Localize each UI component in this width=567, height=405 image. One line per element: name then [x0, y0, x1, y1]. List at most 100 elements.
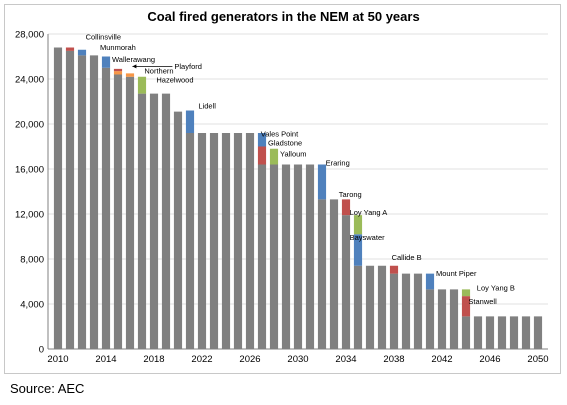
x-tick-label: 2042: [431, 354, 452, 365]
bar-2011: [65, 50, 75, 349]
bar-segment-2028: [269, 148, 279, 165]
bar-segment-2035: [353, 234, 363, 266]
bar-2018: [149, 93, 159, 349]
annotation-label: Gladstone: [268, 138, 302, 147]
x-tick-label: 2010: [47, 354, 68, 365]
annotation-label: Playford: [174, 62, 202, 71]
bar-2029: [281, 164, 291, 349]
bar-2033: [329, 199, 339, 349]
bar-segment-2015: [113, 68, 123, 72]
bar-2022: [197, 133, 207, 349]
annotation-label: Lidell: [198, 101, 216, 110]
annotation-label: Eraring: [326, 159, 350, 168]
bar-2021: [185, 133, 195, 349]
bar-2046: [485, 316, 495, 349]
annotation-label: Mount Piper: [436, 269, 477, 278]
bar-2025: [233, 133, 243, 349]
y-tick-label: 12,000: [15, 210, 44, 221]
annotation-label: Munmorah: [100, 43, 136, 52]
bar-2041: [425, 289, 435, 349]
x-tick-label: 2050: [527, 354, 548, 365]
bar-segment-2017: [137, 76, 147, 94]
y-tick-label: 24,000: [15, 75, 44, 86]
bar-segment-2014: [101, 56, 111, 68]
bar-2036: [365, 265, 375, 349]
bar-2026: [245, 133, 255, 349]
annotation-label: Vales Point: [261, 129, 299, 138]
y-tick-label: 20,000: [15, 120, 44, 131]
bar-segment-2035: [353, 215, 363, 235]
x-tick-label: 2018: [143, 354, 164, 365]
annotation-label: Loy Yang B: [477, 284, 515, 293]
y-tick-label: 16,000: [15, 165, 44, 176]
annotation-label: Bayswater: [350, 233, 386, 242]
annotation-label: Tarong: [339, 190, 362, 199]
x-tick-label: 2026: [239, 354, 260, 365]
bar-2044: [461, 316, 471, 349]
y-tick-label: 4,000: [20, 300, 44, 311]
bar-2020: [173, 111, 183, 349]
source-note: Source: AEC: [10, 381, 85, 396]
bar-2031: [305, 164, 315, 349]
annotation-label: Wallerawang: [112, 55, 155, 64]
bar-segment-2027: [257, 133, 267, 147]
annotation-label: Collinsville: [86, 33, 121, 42]
bar-2047: [497, 316, 507, 349]
bar-2013: [89, 55, 99, 349]
bar-2024: [221, 133, 231, 349]
bar-2015: [113, 74, 123, 349]
bar-segment-2016: [125, 73, 135, 77]
y-tick-label: 0: [39, 345, 44, 356]
bar-2037: [377, 265, 387, 349]
bar-2027: [257, 164, 267, 349]
y-tick-label: 28,000: [15, 30, 44, 41]
bar-2032: [317, 199, 327, 349]
x-tick-label: 2034: [335, 354, 356, 365]
bar-2043: [449, 289, 459, 349]
bar-2035: [353, 265, 363, 349]
bar-2012: [77, 55, 87, 349]
bar-2030: [293, 164, 303, 349]
bar-segment-2015: [113, 71, 123, 75]
bar-segment-2044: [461, 296, 471, 317]
bar-segment-2044: [461, 289, 471, 297]
bar-2039: [401, 273, 411, 349]
x-tick-label: 2014: [95, 354, 116, 365]
annotation-label: Loy Yang A: [350, 208, 388, 217]
bar-segment-2027: [257, 146, 267, 165]
x-tick-label: 2030: [287, 354, 308, 365]
bar-2023: [209, 133, 219, 349]
y-tick-label: 8,000: [20, 255, 44, 266]
chart-title: Coal fired generators in the NEM at 50 y…: [147, 9, 420, 24]
x-tick-label: 2022: [191, 354, 212, 365]
x-tick-label: 2046: [479, 354, 500, 365]
bar-2019: [161, 93, 171, 349]
bar-segment-2041: [425, 273, 435, 290]
bar-2040: [413, 273, 423, 349]
bar-2050: [533, 316, 543, 349]
bar-2010: [53, 47, 63, 349]
bar-2042: [437, 289, 447, 349]
bar-2014: [101, 67, 111, 349]
bar-segment-2038: [389, 265, 399, 274]
bar-2028: [269, 164, 279, 349]
annotation-arrowhead: [132, 64, 137, 69]
bar-2048: [509, 316, 519, 349]
bar-segment-2012: [77, 49, 87, 56]
annotation-label: Stanwell: [468, 297, 497, 306]
bar-2016: [125, 76, 135, 349]
bar-2049: [521, 316, 531, 349]
bar-2045: [473, 316, 483, 349]
bar-2034: [341, 215, 351, 349]
bar-2017: [137, 93, 147, 349]
annotation-label: Yalloum: [280, 150, 307, 159]
bar-segment-2034: [341, 199, 351, 216]
annotation-label: Hazelwood: [156, 75, 193, 84]
bar-segment-2021: [185, 110, 195, 133]
annotation-label: Northern: [144, 66, 173, 75]
bar-segment-2011: [65, 47, 75, 51]
annotation-label: Callide B: [392, 253, 422, 262]
x-tick-label: 2038: [383, 354, 404, 365]
bar-2038: [389, 273, 399, 349]
